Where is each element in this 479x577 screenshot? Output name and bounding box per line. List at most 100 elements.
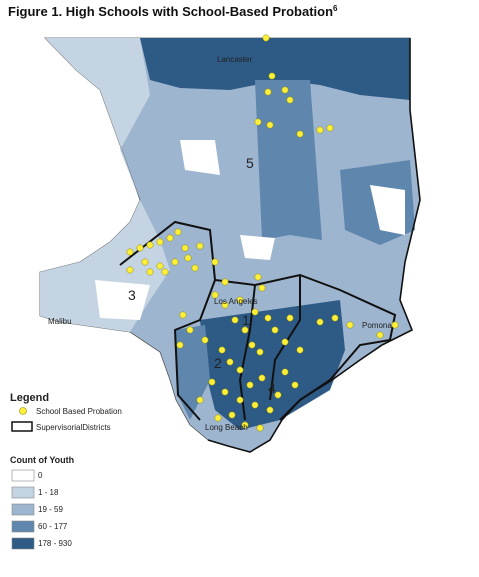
district-label: 5 (246, 155, 254, 171)
school-point (191, 264, 199, 272)
legend-point-symbol (19, 407, 27, 415)
school-point (211, 291, 219, 299)
school-point (236, 396, 244, 404)
school-point (326, 124, 334, 132)
district-label: 4 (268, 380, 276, 396)
school-point (186, 326, 194, 334)
district-label: 2 (214, 355, 222, 371)
school-point (241, 326, 249, 334)
school-point (271, 326, 279, 334)
class-label: 0 (38, 471, 43, 480)
area-light (40, 38, 170, 332)
school-point (146, 241, 154, 249)
school-point (218, 346, 226, 354)
district-label: 3 (128, 287, 136, 303)
figure-title: Figure 1. High Schools with School-Based… (8, 4, 338, 19)
school-point (281, 368, 289, 376)
class-label: 178 - 930 (38, 539, 72, 548)
school-point (346, 321, 354, 329)
school-point (264, 88, 272, 96)
school-point (266, 121, 274, 129)
county-outline (207, 38, 421, 453)
place-label: Los Angeles (214, 297, 258, 306)
area-dark-center (255, 80, 322, 240)
school-point (236, 296, 244, 304)
area-dense-south (200, 300, 345, 430)
school-point (331, 314, 339, 322)
district-label: 1 (242, 312, 250, 328)
class-swatch (11, 469, 35, 482)
school-point (136, 244, 144, 252)
place-label: Pomona (362, 321, 392, 330)
school-point (316, 126, 324, 134)
school-point (226, 358, 234, 366)
school-point (241, 421, 249, 429)
school-point (251, 401, 259, 409)
class-label: 1 - 18 (38, 488, 59, 497)
school-point (262, 34, 270, 42)
class-label: 60 - 177 (38, 522, 68, 531)
school-point (391, 321, 399, 329)
school-point (214, 414, 222, 422)
school-point (254, 273, 262, 281)
area-white-4 (95, 280, 150, 320)
school-point (156, 262, 164, 270)
legend-district-symbol (11, 421, 33, 432)
school-point (208, 378, 216, 386)
class-swatch (11, 486, 35, 499)
school-point (201, 336, 209, 344)
area-white-2 (180, 140, 220, 175)
school-point (291, 381, 299, 389)
area-white-3 (240, 235, 275, 260)
school-point (156, 238, 164, 246)
school-point (266, 406, 274, 414)
school-point (211, 258, 219, 266)
school-point (251, 308, 259, 316)
school-point (268, 72, 276, 80)
school-point (256, 348, 264, 356)
school-point (221, 388, 229, 396)
school-point (161, 268, 169, 276)
school-point (286, 96, 294, 104)
school-point (196, 242, 204, 250)
school-point (286, 314, 294, 322)
place-label: Lancaster (217, 55, 252, 64)
school-point (246, 381, 254, 389)
school-point (248, 341, 256, 349)
title-superscript: 6 (333, 4, 338, 13)
area-white-1 (370, 185, 405, 235)
school-point (281, 86, 289, 94)
count-legend: 0 1 - 18 19 - 59 60 - 177 178 - 930 (11, 469, 72, 550)
class-swatch (11, 520, 35, 533)
school-point (166, 234, 174, 242)
school-point (264, 314, 272, 322)
school-point (254, 118, 262, 126)
area-mid-south (175, 325, 210, 420)
school-points (126, 34, 399, 432)
school-point (274, 391, 282, 399)
school-point (296, 346, 304, 354)
county-map (39, 34, 421, 453)
school-point (221, 301, 229, 309)
school-point (281, 338, 289, 346)
school-point (236, 366, 244, 374)
count-legend-title: Count of Youth (10, 455, 74, 465)
school-point (376, 331, 384, 339)
school-point (126, 248, 134, 256)
legend-item: School Based Probation (36, 407, 122, 416)
school-point (221, 278, 229, 286)
school-point (316, 318, 324, 326)
place-label: Malibu (48, 317, 72, 326)
district-boundary (119, 220, 397, 421)
school-point (126, 266, 134, 274)
class-swatch (11, 503, 35, 516)
school-point (171, 258, 179, 266)
legend-item: SupervisorialDistricts (36, 423, 111, 432)
area-dark-north (140, 38, 410, 100)
school-point (184, 254, 192, 262)
place-label: Long Beach (205, 423, 248, 432)
school-point (258, 284, 266, 292)
school-point (176, 341, 184, 349)
school-point (181, 244, 189, 252)
